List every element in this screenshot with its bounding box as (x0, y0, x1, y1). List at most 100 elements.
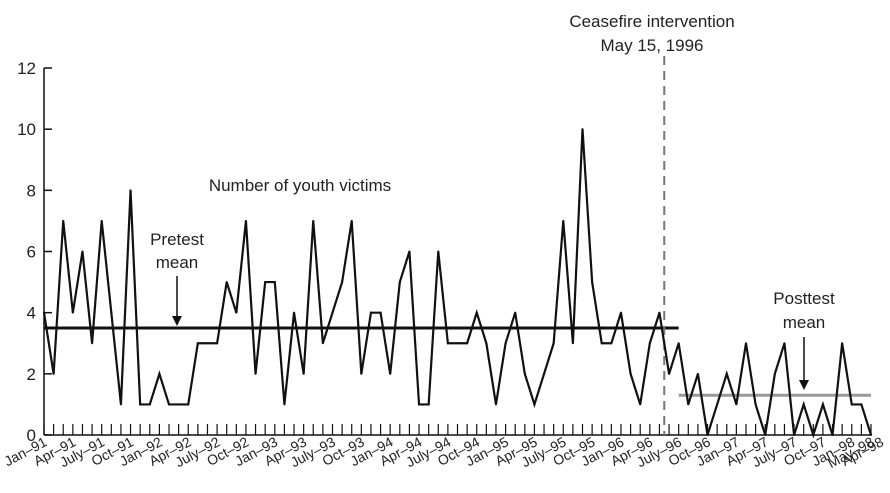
data-point (773, 372, 776, 375)
data-point (725, 372, 728, 375)
data-point (139, 403, 142, 406)
data-point (504, 342, 507, 345)
data-point (821, 403, 824, 406)
intervention-label-line1: Ceasefire intervention (569, 12, 734, 31)
youth-victims-line (42, 129, 873, 439)
data-point (850, 403, 853, 406)
data-point (216, 342, 219, 345)
data-point (841, 342, 844, 345)
data-point (523, 372, 526, 375)
data-point (687, 403, 690, 406)
data-point (658, 311, 661, 314)
posttest-label-line2: mean (783, 313, 826, 332)
data-point (552, 342, 555, 345)
data-point (716, 403, 719, 406)
data-point (735, 403, 738, 406)
data-point (293, 311, 296, 314)
intervention-label-line2: May 15, 1996 (600, 36, 703, 55)
data-point (148, 403, 151, 406)
data-point (389, 372, 392, 375)
data-point (475, 311, 478, 314)
data-point (764, 434, 767, 436)
data-point (696, 372, 699, 375)
data-point (494, 403, 497, 406)
data-point (52, 372, 55, 375)
data-point (562, 219, 565, 222)
posttest-label-line1: Posttest (773, 289, 835, 308)
series-label: Number of youth victims (209, 176, 391, 195)
data-point (706, 434, 709, 436)
data-point (668, 372, 671, 375)
data-point (177, 403, 180, 406)
data-point (379, 311, 382, 314)
data-point (283, 403, 286, 406)
data-point (639, 403, 642, 406)
data-point (158, 372, 161, 375)
data-point (533, 403, 536, 406)
data-point (129, 189, 132, 192)
y-tick-label: 2 (27, 365, 36, 384)
data-point (466, 342, 469, 345)
y-tick-label: 8 (27, 181, 36, 200)
data-point (860, 403, 863, 406)
data-point (119, 403, 122, 406)
axes (43, 67, 872, 436)
data-point (648, 342, 651, 345)
data-point (437, 250, 440, 253)
data-point (543, 372, 546, 375)
data-point (610, 342, 613, 345)
pretest-label-line1: Pretest (150, 230, 204, 249)
data-point (43, 311, 45, 314)
pretest-arrow (172, 276, 182, 326)
y-tick-label: 4 (27, 304, 36, 323)
data-point (91, 342, 94, 345)
data-point (754, 403, 757, 406)
data-point (812, 434, 815, 436)
data-point (831, 434, 834, 436)
data-point (341, 281, 344, 284)
data-point (677, 342, 680, 345)
data-point (600, 342, 603, 345)
y-tick-label: 12 (17, 59, 36, 78)
data-point (619, 311, 622, 314)
data-point (110, 311, 113, 314)
data-point (793, 434, 796, 436)
data-point (206, 342, 209, 345)
data-point (360, 372, 363, 375)
data-point (168, 403, 171, 406)
data-point (591, 281, 594, 284)
posttest-arrow (799, 337, 809, 390)
data-point (581, 128, 584, 131)
data-point (302, 372, 305, 375)
data-point (350, 219, 353, 222)
data-point (427, 403, 430, 406)
data-point (456, 342, 459, 345)
data-point (244, 219, 247, 222)
data-point (273, 281, 276, 284)
data-point (514, 311, 517, 314)
data-point (629, 372, 632, 375)
pretest-label-line2: mean (156, 253, 199, 272)
data-point (408, 250, 411, 253)
data-point (264, 281, 267, 284)
y-tick-label: 10 (17, 120, 36, 139)
data-point (321, 342, 324, 345)
data-point (196, 342, 199, 345)
data-point (62, 219, 65, 222)
data-point (870, 434, 872, 436)
data-point (235, 311, 238, 314)
data-point (783, 342, 786, 345)
data-point (81, 250, 84, 253)
data-point (369, 311, 372, 314)
data-point (187, 403, 190, 406)
data-point (225, 281, 228, 284)
data-point (744, 342, 747, 345)
data-point (331, 311, 334, 314)
data-point (571, 342, 574, 345)
data-point (802, 403, 805, 406)
data-point (398, 281, 401, 284)
data-point (446, 342, 449, 345)
y-tick-labels: 0 2 4 6 8 10 12 (17, 59, 36, 445)
